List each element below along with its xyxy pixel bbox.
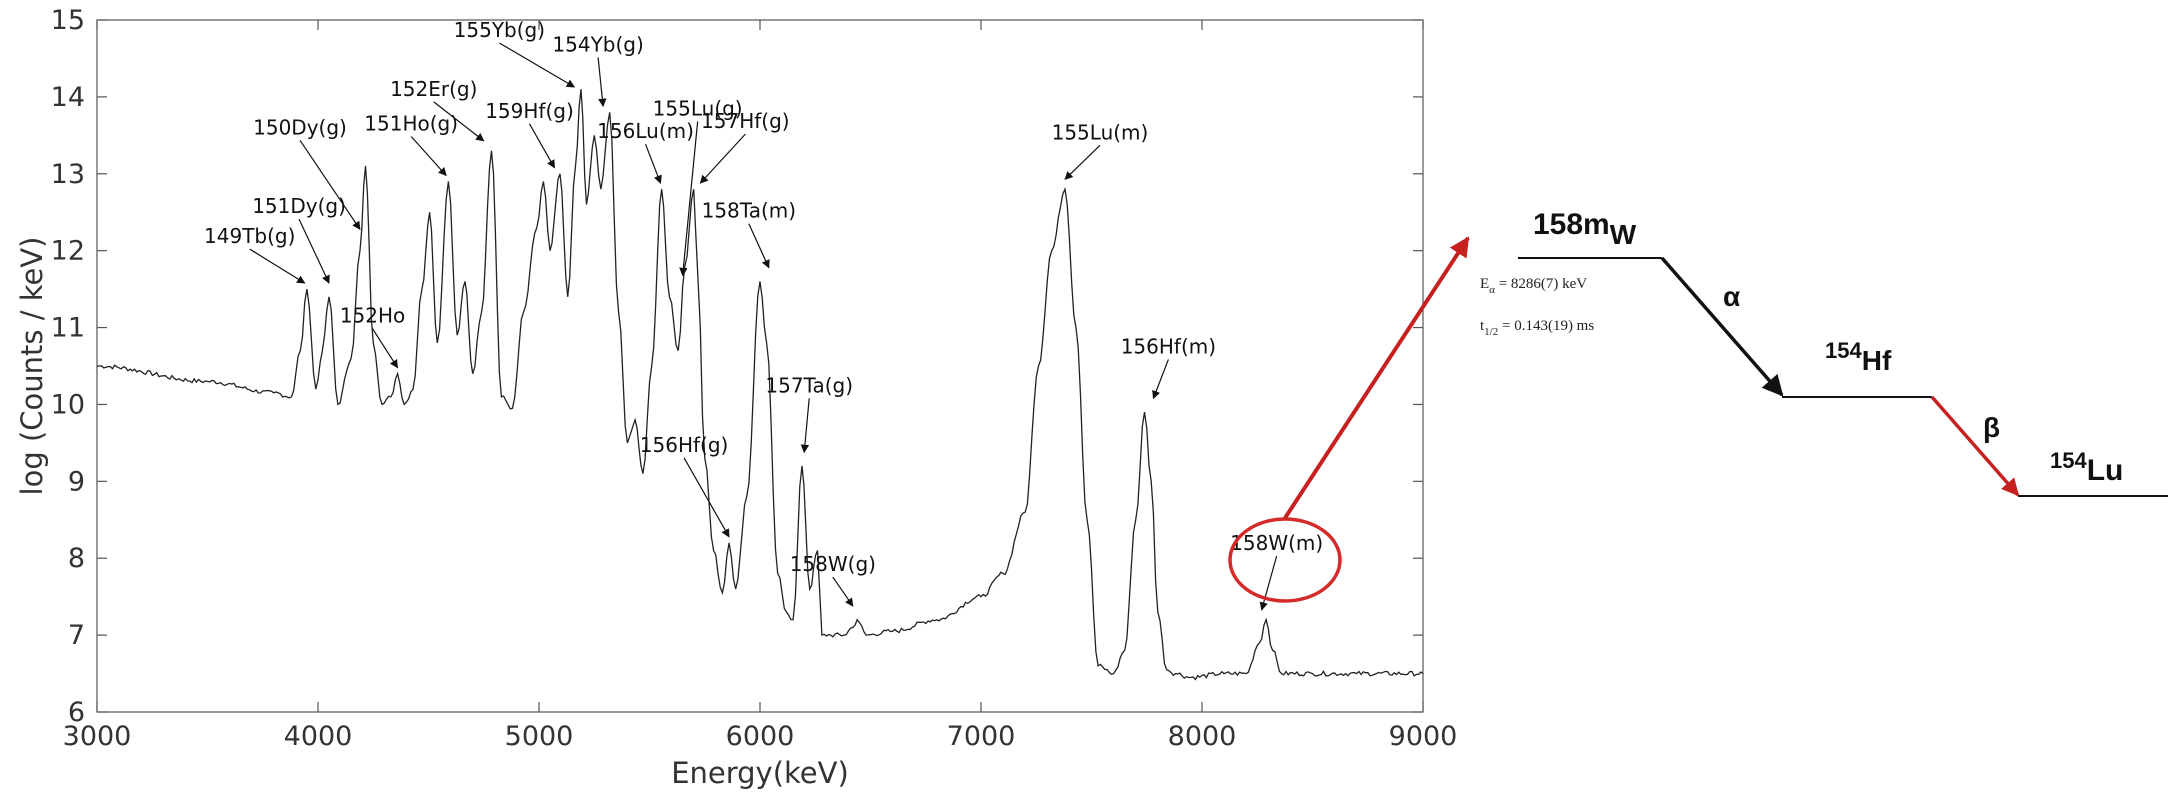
y-tick-label: 10 [51,389,85,420]
x-tick-label: 3000 [63,721,132,752]
annotation-arrow [748,223,770,269]
annotation-label: 156Hf(g) [640,433,729,457]
annotation-arrow [299,139,361,230]
annotation-arrow [298,218,330,284]
x-tick-label: 9000 [1389,721,1458,752]
y-tick-label: 11 [51,313,85,344]
x-tick-label: 8000 [1168,721,1237,752]
annotation-arrow [644,143,662,184]
annotation-label: 157Ta(g) [765,373,853,397]
annotation-label: 149Tb(g) [204,224,295,248]
y-tick-label: 15 [51,5,85,36]
annotation-label: 159Hf(g) [485,99,574,123]
x-axis-title: Energy(keV) [671,756,849,790]
annotation-label: 151Ho(g) [364,111,458,135]
parent-nuclide-label: 158mW [1533,208,1637,250]
annotation-arrow [528,123,555,169]
annotation-arrow [597,57,607,108]
annotation-arrow [433,101,485,142]
annotation-arrow [1259,555,1278,611]
beta-symbol: β [1983,412,2000,443]
y-tick-label: 12 [51,236,85,267]
peak-annotations: 149Tb(g) 151Dy(g) 150Dy(g) 152Ho 151Ho(g) 152… [204,18,1323,611]
annotation-label: 156Lu(m) [597,119,694,143]
annotation-label: 151Dy(g) [252,194,346,218]
alpha-energy: Eα = 8286(7) keV [1480,276,1587,296]
annotation-label: 158Ta(m) [702,199,796,223]
x-tick-labels: 3000 4000 5000 6000 7000 8000 9000 [63,721,1458,752]
y-tick-label: 14 [51,82,85,113]
beta-decay-arrow [1930,395,2020,497]
y-tick-label: 7 [68,620,85,651]
annotation-arrow [1064,144,1101,180]
annotation-label: 155Lu(g) [653,96,743,120]
decay-scheme: 158mW Eα = 8286(7) keV t1/2 = 0.143(19) … [1480,208,2168,497]
annotation-arrow [699,133,746,184]
connector-arrow [1283,236,1470,520]
annotation-arrow [249,248,306,284]
y-tick-label: 6 [68,697,85,728]
annotation-label: 152Er(g) [390,77,477,101]
annotation-arrow [832,576,854,607]
annotation-label: 158W(g) [790,552,876,576]
y-tick-label: 8 [68,543,85,574]
annotation-label: 156Hf(m) [1121,334,1216,358]
annotation-label: 157Hf(g) [701,109,790,133]
highlight-circle [1228,517,1342,603]
half-life: t1/2 = 0.143(19) ms [1480,318,1594,338]
daughter-nuclide-label: 154Hf [1825,338,1892,376]
annotation-arrow [410,136,447,177]
y-tick-labels: 6 7 8 9 10 11 12 13 14 15 [51,5,85,728]
y-axis-title: log (Counts / keV) [15,237,49,496]
annotation-label: 155Yb(g) [454,18,545,42]
annotation-arrow [372,328,399,369]
annotation-arrow [679,121,699,277]
axis-ticks [96,19,1424,713]
x-tick-label: 7000 [947,721,1016,752]
annotation-label: 150Dy(g) [253,115,347,139]
y-tick-label: 13 [51,159,85,190]
x-tick-label: 6000 [726,721,795,752]
annotation-label: 155Lu(m) [1052,120,1149,144]
x-tick-label: 4000 [284,721,353,752]
y-tick-label: 9 [68,466,85,497]
alpha-symbol: α [1723,281,1740,312]
granddaughter-nuclide-label: 154Lu [2050,448,2123,487]
annotation-arrow [800,398,810,454]
annotation-label: 154Yb(g) [552,32,643,56]
annotation-arrow [683,457,730,538]
annotation-arrow [499,42,576,88]
spectrum-line [96,89,1424,681]
annotation-label: 158W(m) [1230,531,1323,555]
alpha-decay-arrow [1660,256,1784,397]
spectrum-chart: 3000 4000 5000 6000 7000 8000 9000 6 7 8 9 10 11 12 1… [15,5,1457,790]
x-tick-label: 5000 [505,721,574,752]
annotation-arrow [1152,359,1169,400]
annotation-label: 152Ho [340,304,405,328]
